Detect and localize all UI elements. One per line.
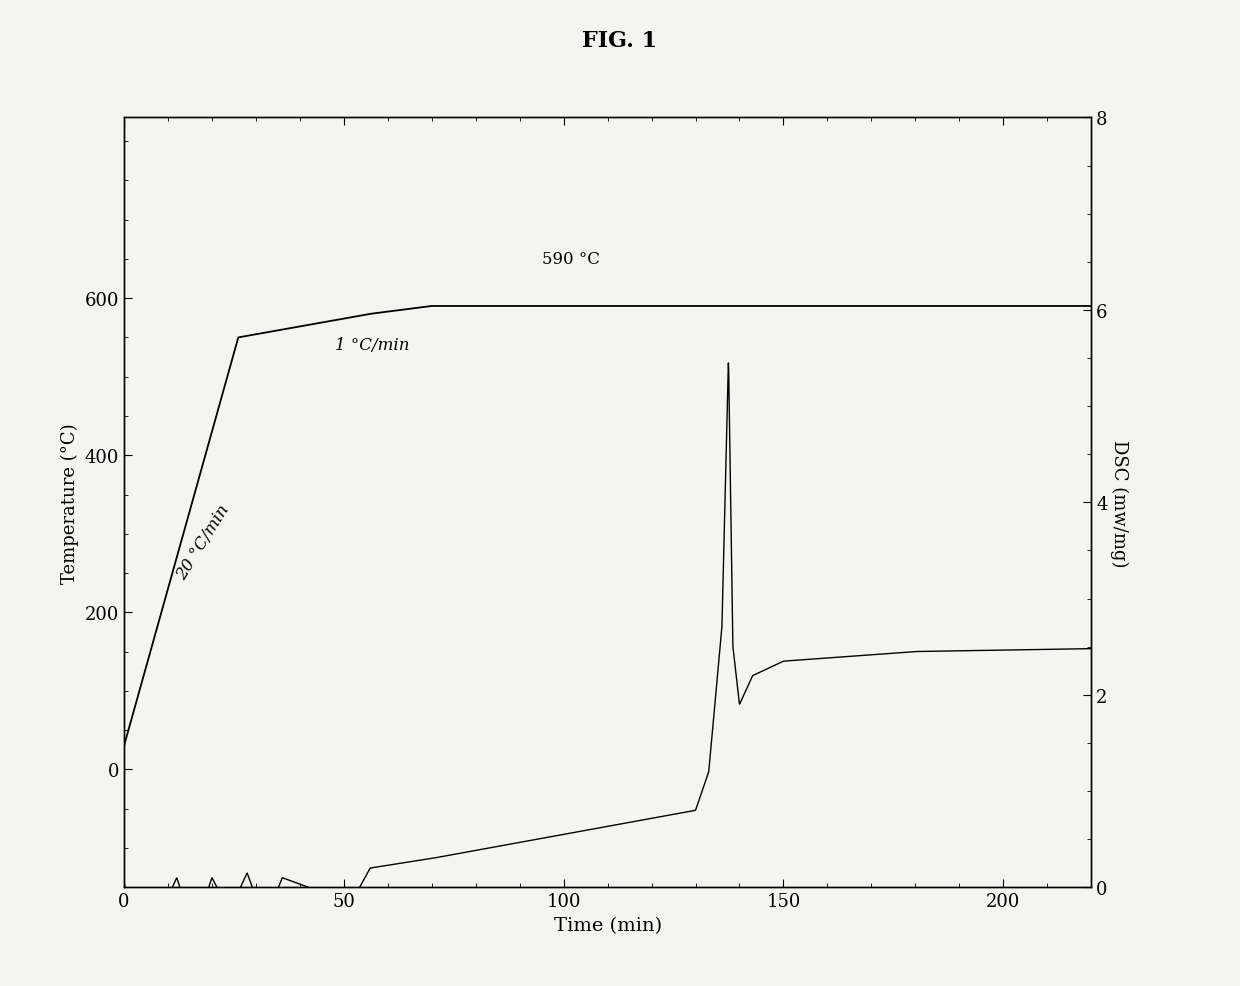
- Y-axis label: Temperature (°C): Temperature (°C): [61, 423, 79, 583]
- Text: FIG. 1: FIG. 1: [583, 30, 657, 51]
- Text: 590 °C: 590 °C: [542, 250, 599, 267]
- X-axis label: Time (min): Time (min): [553, 916, 662, 934]
- Y-axis label: DSC (mw/mg): DSC (mw/mg): [1110, 439, 1128, 567]
- Text: 1 °C/min: 1 °C/min: [335, 337, 409, 354]
- Text: 20 °C/min: 20 °C/min: [174, 502, 233, 583]
